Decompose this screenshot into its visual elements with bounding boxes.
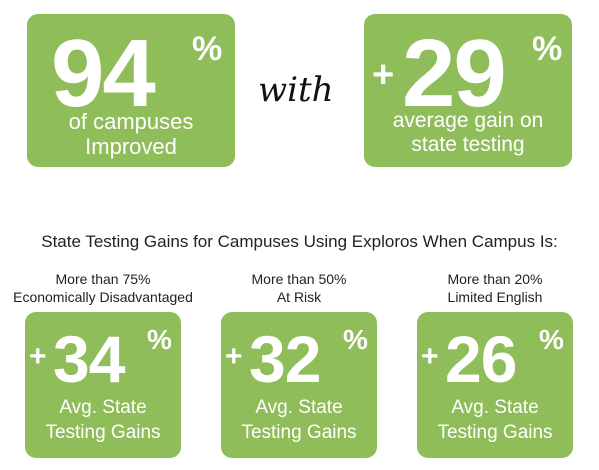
caption-line-2: Testing Gains [45,421,161,443]
gain-caption: Avg. State Testing Gains [25,396,181,445]
caption-line-1: Avg. State [451,397,539,418]
campuses-improved-value: 94 [51,20,156,127]
caption-line-1: of campuses [68,109,194,134]
condition-line-2: At Risk [276,289,322,306]
caption-line-1: average gain on [392,109,544,132]
condition-line-2: Economically Disadvantaged [13,289,193,306]
gain-value: 34 [53,322,125,396]
caption-line-1: Avg. State [59,397,147,418]
condition-line-1: More than 20% [447,271,543,287]
percent-sign: % [192,30,223,68]
average-gain-value: 29 [402,20,507,127]
condition-line-1: More than 50% [251,271,347,287]
gain-box-at-risk: + 32 % Avg. State Testing Gains [221,312,377,458]
percent-sign: % [539,324,564,355]
caption-line-2: Improved [85,134,177,160]
campuses-improved-caption: of campuses Improved [27,109,235,160]
condition-line-1: More than 75% [55,271,151,287]
average-gain-box: + 29 % average gain on state testing [364,14,572,167]
caption-line-2: Testing Gains [437,421,553,443]
average-gain-caption: average gain on state testing [364,109,572,157]
campuses-improved-box: 94 % of campuses Improved [27,14,235,167]
caption-line-2: Testing Gains [241,421,357,443]
plus-sign: + [372,54,395,96]
condition-line-2: Limited English [447,289,543,306]
condition-economically-disadvantaged: More than 75% Economically Disadvantaged [13,270,193,306]
percent-sign: % [147,324,172,355]
caption-line-2: state testing [411,133,525,157]
plus-sign: + [29,340,47,373]
percent-sign: % [343,324,368,355]
condition-at-risk: More than 50% At Risk [209,270,389,306]
gain-box-economically-disadvantaged: + 34 % Avg. State Testing Gains [25,312,181,458]
plus-sign: + [225,340,243,373]
caption-line-1: Avg. State [255,397,343,418]
gain-value: 32 [249,322,321,396]
gain-caption: Avg. State Testing Gains [221,396,377,445]
condition-limited-english: More than 20% Limited English [405,270,585,306]
with-connector: with [258,70,334,110]
section-heading: State Testing Gains for Campuses Using E… [41,232,558,251]
gain-box-limited-english: + 26 % Avg. State Testing Gains [417,312,573,458]
plus-sign: + [421,340,439,373]
percent-sign: % [532,30,563,68]
gain-value: 26 [445,322,517,396]
gain-caption: Avg. State Testing Gains [417,396,573,445]
